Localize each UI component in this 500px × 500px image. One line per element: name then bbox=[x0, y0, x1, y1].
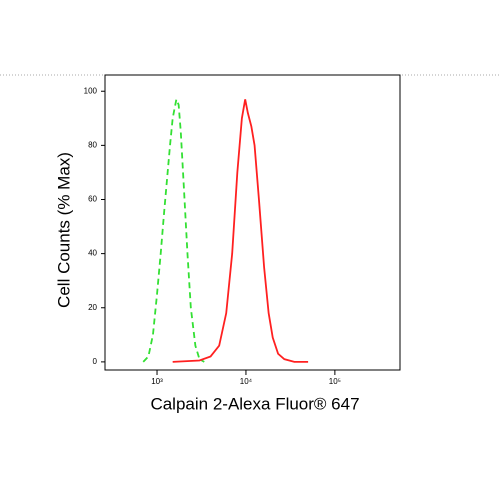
plot-frame bbox=[104, 74, 401, 371]
x-axis-label: Calpain 2-Alexa Fluor® 647 bbox=[150, 394, 359, 413]
y-tick-label: 20 bbox=[88, 303, 97, 312]
y-tick-label: 60 bbox=[88, 195, 97, 204]
x-tick-label: 10³ bbox=[151, 377, 163, 386]
y-tick-label: 0 bbox=[93, 357, 98, 366]
y-tick-label: 100 bbox=[84, 86, 98, 95]
x-tick-label: 10⁵ bbox=[329, 377, 341, 386]
y-axis-label: Cell Counts (% Max) bbox=[54, 152, 73, 308]
y-tick-label: 40 bbox=[88, 249, 97, 258]
histogram-line bbox=[172, 99, 309, 363]
y-tick-label: 80 bbox=[88, 140, 97, 149]
histogram-line bbox=[142, 96, 205, 363]
x-tick-label: 10⁴ bbox=[240, 377, 253, 386]
